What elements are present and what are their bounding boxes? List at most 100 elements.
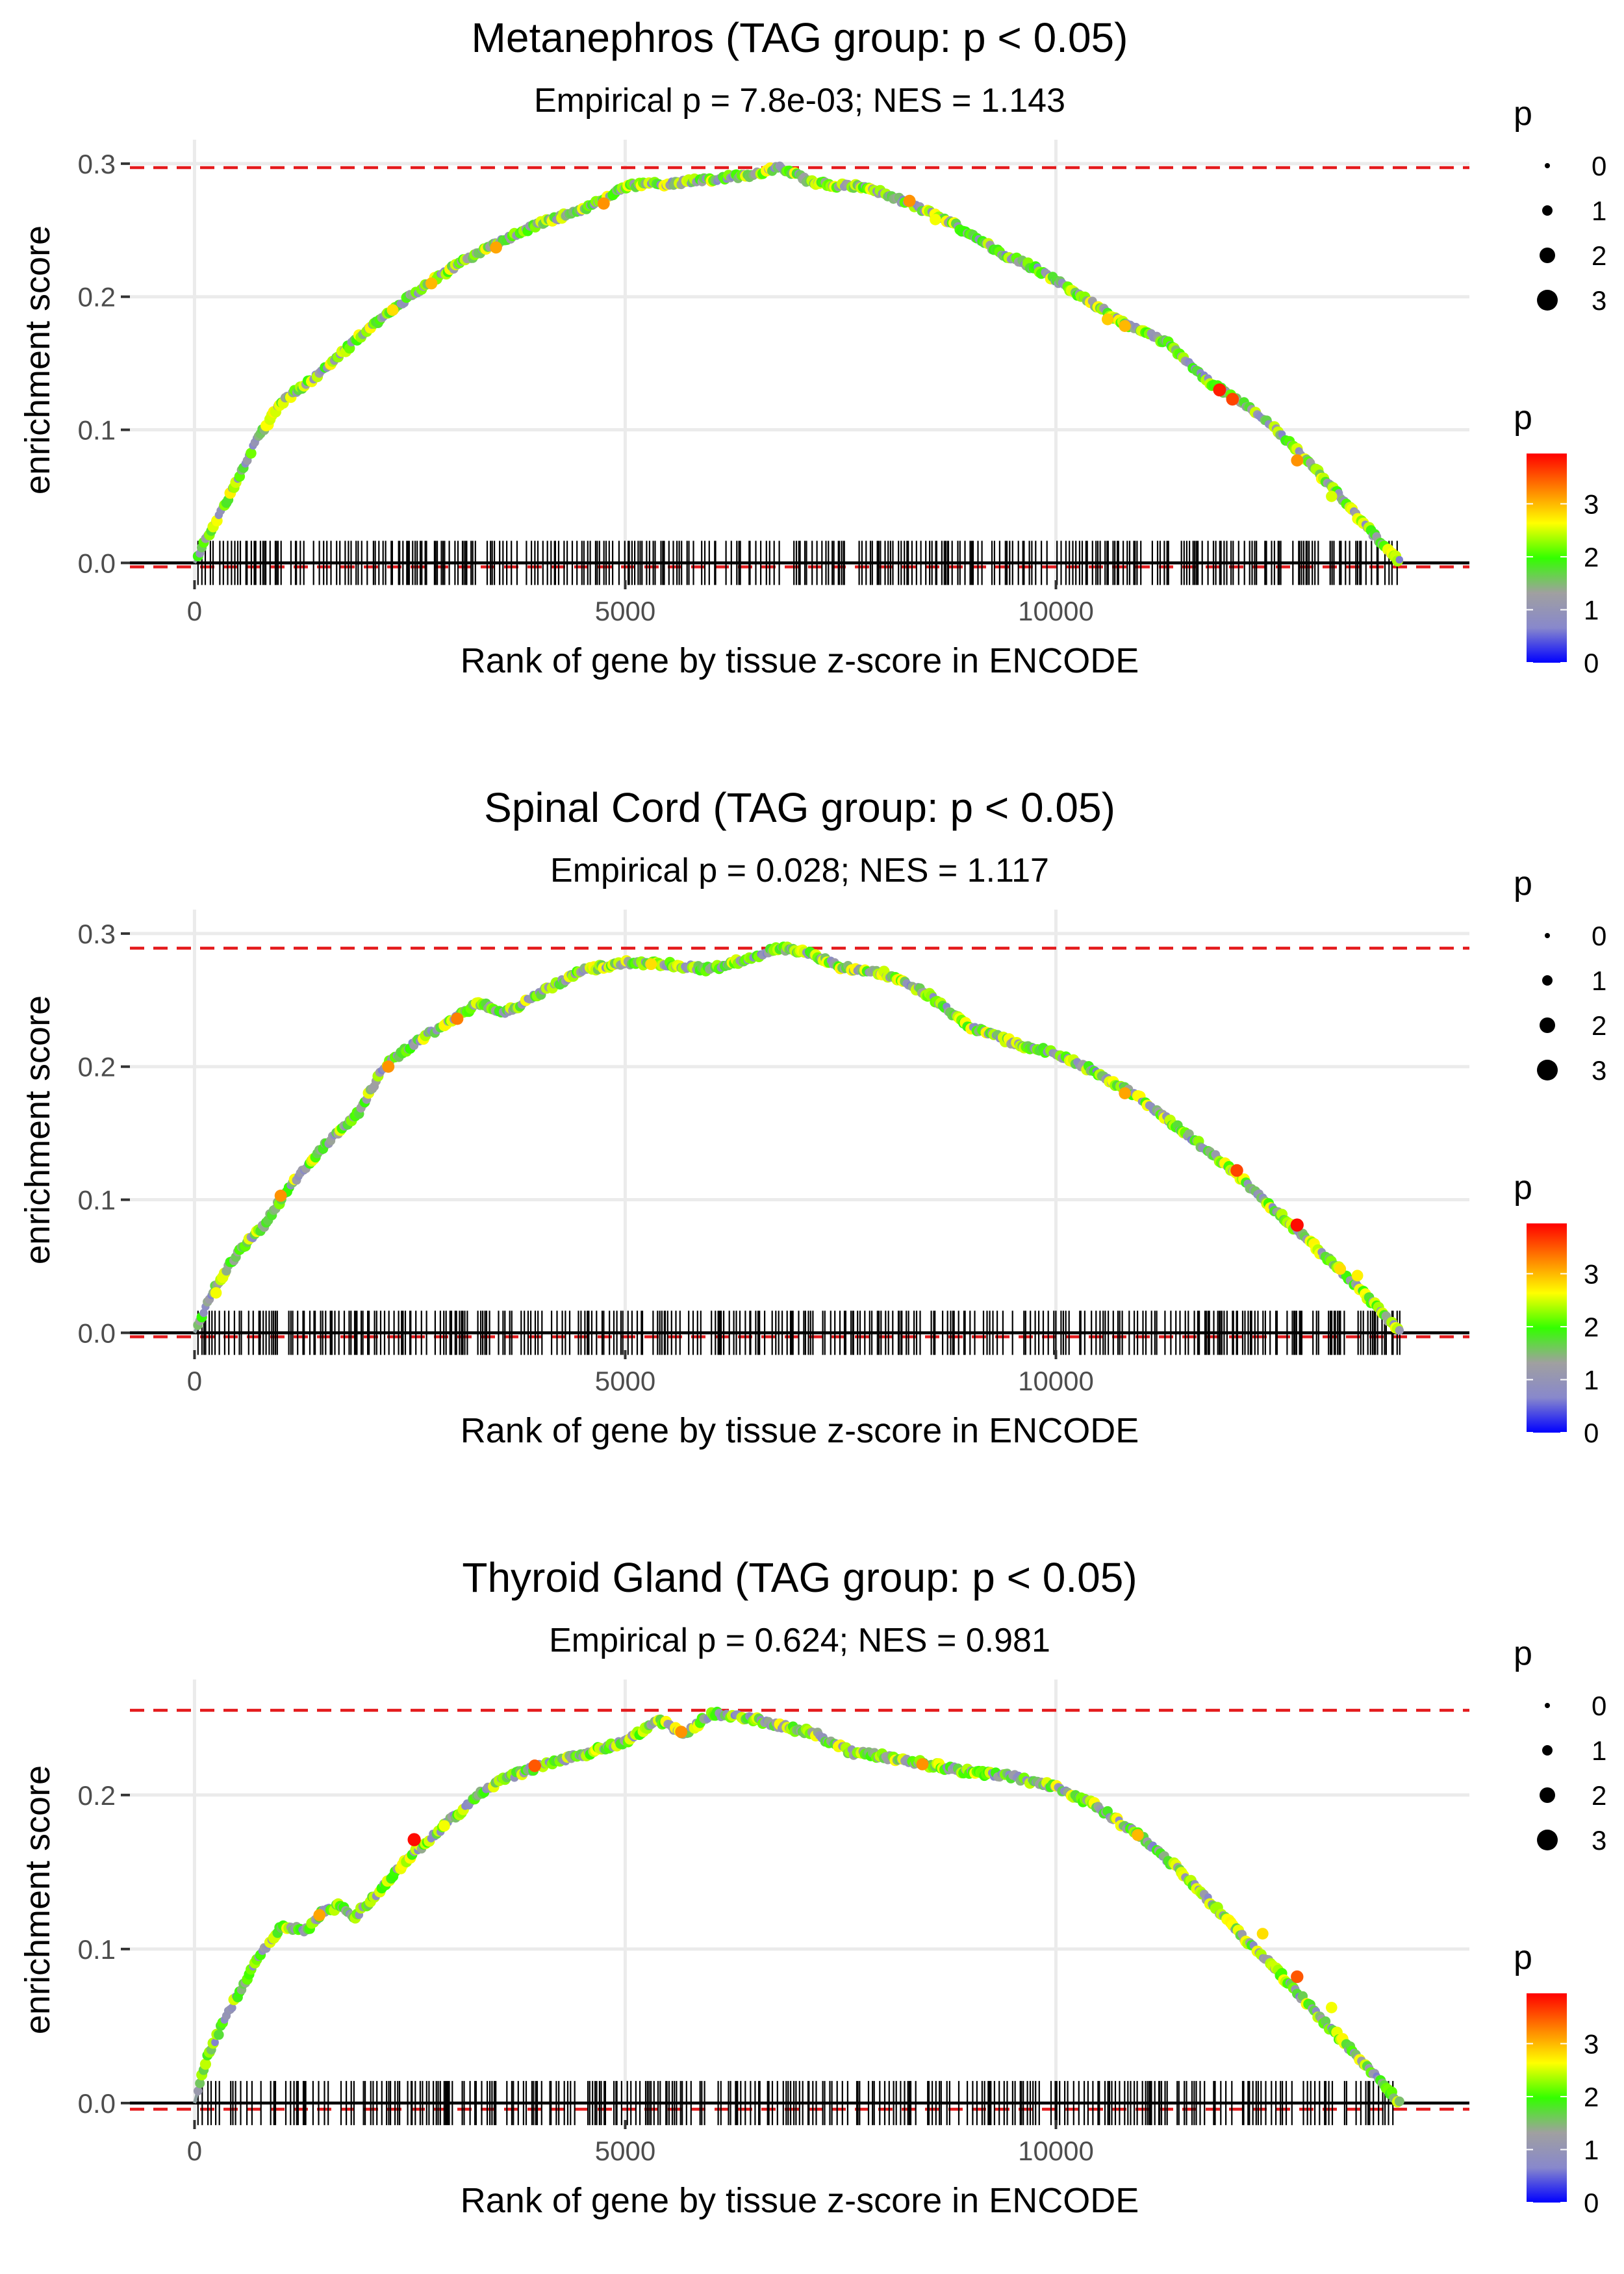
color-legend-label: 2 xyxy=(1584,542,1599,572)
y-tick-label: 0.0 xyxy=(78,2088,116,2119)
es-point-highlight xyxy=(425,277,438,290)
size-legend-label: 2 xyxy=(1592,240,1606,271)
y-tick-label: 0.2 xyxy=(78,1052,116,1082)
color-legend-title: p xyxy=(1514,1939,1532,1976)
x-axis-label: Rank of gene by tissue z-score in ENCODE xyxy=(461,641,1139,680)
es-point-highlight xyxy=(1351,1270,1364,1282)
color-bar xyxy=(1527,1993,1567,2203)
es-curve xyxy=(193,1706,1404,2108)
size-legend-key xyxy=(1545,933,1550,938)
panel-2: Spinal Cord (TAG group: p < 0.05) Empiric… xyxy=(18,784,1606,1450)
es-point-highlight xyxy=(451,1012,464,1025)
color-legend-label: 0 xyxy=(1584,1418,1599,1448)
es-point-highlight xyxy=(387,304,399,316)
size-legend-key xyxy=(1540,1787,1555,1803)
size-legend-label: 2 xyxy=(1592,1010,1606,1041)
es-point-highlight xyxy=(930,214,941,225)
size-legend-title: p xyxy=(1514,1635,1532,1672)
x-tick-label: 10000 xyxy=(1018,2136,1094,2166)
x-axis-label: Rank of gene by tissue z-score in ENCODE xyxy=(461,1411,1139,1450)
barcode-ticks xyxy=(197,541,1398,585)
size-legend-key xyxy=(1545,1703,1550,1708)
x-tick-label: 0 xyxy=(187,596,202,626)
size-legend-title: p xyxy=(1514,95,1532,133)
es-point-highlight xyxy=(1226,392,1239,406)
es-point xyxy=(214,2030,224,2040)
chart-title: Metanephros (TAG group: p < 0.05) xyxy=(472,14,1128,61)
es-point xyxy=(211,2038,219,2047)
legend: p 0 1 2 3 p 3 2 1 0 xyxy=(1514,1635,1606,2218)
x-tick-label: 0 xyxy=(187,2136,202,2166)
chart-subtitle: Empirical p = 7.8e-03; NES = 1.143 xyxy=(534,82,1065,120)
es-point-highlight xyxy=(1334,1263,1347,1275)
panel-3: Thyroid Gland (TAG group: p < 0.05) Empir… xyxy=(18,1554,1606,2220)
size-legend-label: 2 xyxy=(1592,1780,1606,1811)
size-legend-label: 3 xyxy=(1592,285,1606,316)
es-point xyxy=(1395,556,1404,564)
es-point xyxy=(246,448,257,459)
es-point-highlight xyxy=(407,1833,421,1846)
es-point-highlight xyxy=(1213,383,1226,397)
es-point-highlight xyxy=(1290,1218,1304,1232)
size-legend-label: 1 xyxy=(1592,965,1606,996)
size-legend-key xyxy=(1537,1830,1558,1850)
axes: 0.0 0.1 0.2 0 5000 10000 Rank of gene by tissu… xyxy=(18,1765,1139,2220)
size-legend-key xyxy=(1540,1017,1555,1033)
panel-1: Metanephros (TAG group: p < 0.05) Empiric… xyxy=(18,14,1606,680)
es-point-highlight xyxy=(382,1060,395,1073)
color-legend-label: 0 xyxy=(1584,648,1599,678)
es-point-highlight xyxy=(528,1759,541,1772)
es-point-highlight xyxy=(916,1758,929,1770)
es-point xyxy=(194,2086,203,2096)
es-point-highlight xyxy=(1132,1829,1144,1841)
es-point-highlight xyxy=(1256,1928,1269,1940)
y-tick-label: 0.3 xyxy=(78,919,116,949)
color-legend-label: 3 xyxy=(1584,489,1599,519)
y-tick-label: 0.3 xyxy=(78,149,116,179)
barcode-ticks xyxy=(197,2080,1394,2125)
y-axis-label: enrichment score xyxy=(18,995,57,1264)
legend: p 0 1 2 3 p 3 2 1 0 xyxy=(1514,865,1606,1448)
color-legend-title: p xyxy=(1514,399,1532,437)
color-legend-label: 2 xyxy=(1584,1312,1599,1342)
es-point-highlight xyxy=(1102,313,1114,326)
gene-barcode xyxy=(197,2080,1394,2125)
es-point-highlight xyxy=(274,1190,287,1202)
chart-title: Thyroid Gland (TAG group: p < 0.05) xyxy=(462,1554,1137,1601)
size-legend-label: 0 xyxy=(1592,151,1606,181)
es-point-highlight xyxy=(490,241,502,254)
es-curve xyxy=(193,941,1404,1335)
size-legend-key xyxy=(1540,248,1555,263)
x-tick-label: 10000 xyxy=(1018,1366,1094,1396)
color-legend-title: p xyxy=(1514,1169,1532,1207)
chart-subtitle: Empirical p = 0.028; NES = 1.117 xyxy=(550,852,1049,889)
color-bar xyxy=(1527,454,1567,663)
color-legend-label: 1 xyxy=(1584,1364,1599,1395)
es-point xyxy=(195,2078,205,2088)
y-axis-label: enrichment score xyxy=(18,1765,57,2034)
gene-barcode xyxy=(197,541,1398,585)
es-point-highlight xyxy=(1326,2002,1338,2013)
size-legend-label: 0 xyxy=(1592,921,1606,951)
y-axis-label: enrichment score xyxy=(18,225,57,494)
color-legend-label: 1 xyxy=(1584,2134,1599,2165)
size-legend-key xyxy=(1542,205,1553,216)
es-point-highlight xyxy=(1119,1087,1131,1099)
y-tick-label: 0.1 xyxy=(78,1934,116,1965)
size-legend-label: 0 xyxy=(1592,1691,1606,1721)
y-tick-label: 0.0 xyxy=(78,548,116,578)
size-legend-label: 1 xyxy=(1592,196,1606,226)
size-legend-label: 3 xyxy=(1592,1825,1606,1856)
y-tick-label: 0.2 xyxy=(78,1780,116,1811)
es-point-highlight xyxy=(1119,320,1131,332)
color-legend-label: 2 xyxy=(1584,2082,1599,2112)
size-legend-key xyxy=(1537,290,1558,311)
es-point xyxy=(199,1309,208,1318)
axes: 0.0 0.1 0.2 0.3 0 5000 10000 Rank of gene by ti… xyxy=(18,919,1139,1450)
es-point-highlight xyxy=(210,1287,222,1299)
color-legend-label: 1 xyxy=(1584,594,1599,625)
size-legend-key xyxy=(1542,1745,1553,1756)
y-tick-label: 0.1 xyxy=(78,415,116,446)
es-point xyxy=(199,2058,211,2070)
